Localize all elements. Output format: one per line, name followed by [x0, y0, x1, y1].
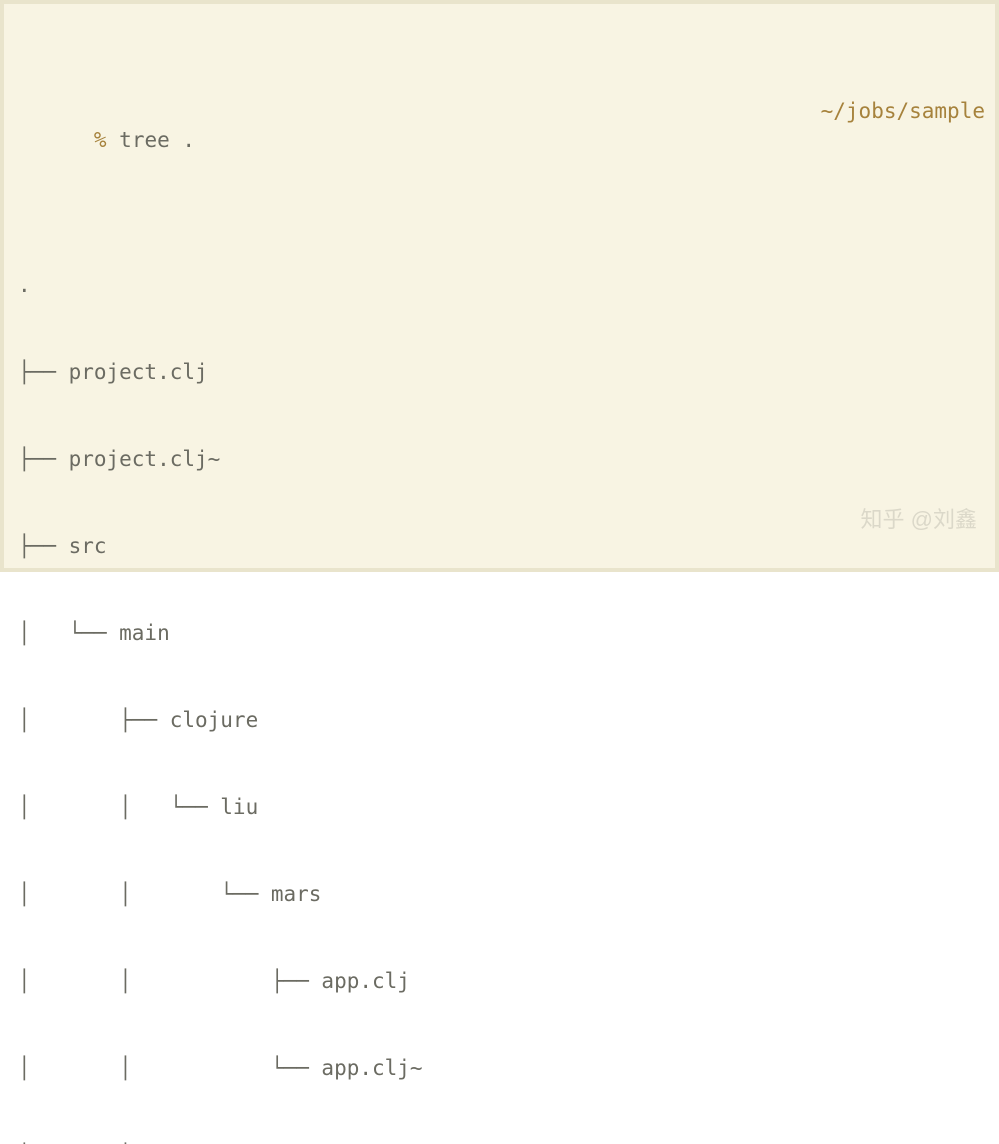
tree-row: │ └── main: [18, 619, 985, 648]
tree-row: │ │ ├── app.clj: [18, 967, 985, 996]
tree-row: │ │ └── mars: [18, 880, 985, 909]
tree-row: ├── src: [18, 532, 985, 561]
tree-row: │ └── java: [18, 1141, 985, 1144]
tree-row: │ ├── clojure: [18, 706, 985, 735]
watermark-text: 知乎 @刘鑫: [861, 505, 977, 534]
command-line: % tree . ~/jobs/sample: [18, 97, 985, 184]
tree-row: ├── project.clj~: [18, 445, 985, 474]
tree-row: ├── project.clj: [18, 358, 985, 387]
prompt-symbol: %: [94, 128, 107, 152]
tree-row: │ │ └── app.clj~: [18, 1054, 985, 1083]
command-text: tree .: [119, 128, 195, 152]
tree-row: │ │ └── liu: [18, 793, 985, 822]
tree-root: .: [18, 271, 985, 300]
cwd-hint: ~/jobs/sample: [821, 97, 985, 184]
terminal-window: % tree . ~/jobs/sample . ├── project.clj…: [0, 0, 999, 572]
